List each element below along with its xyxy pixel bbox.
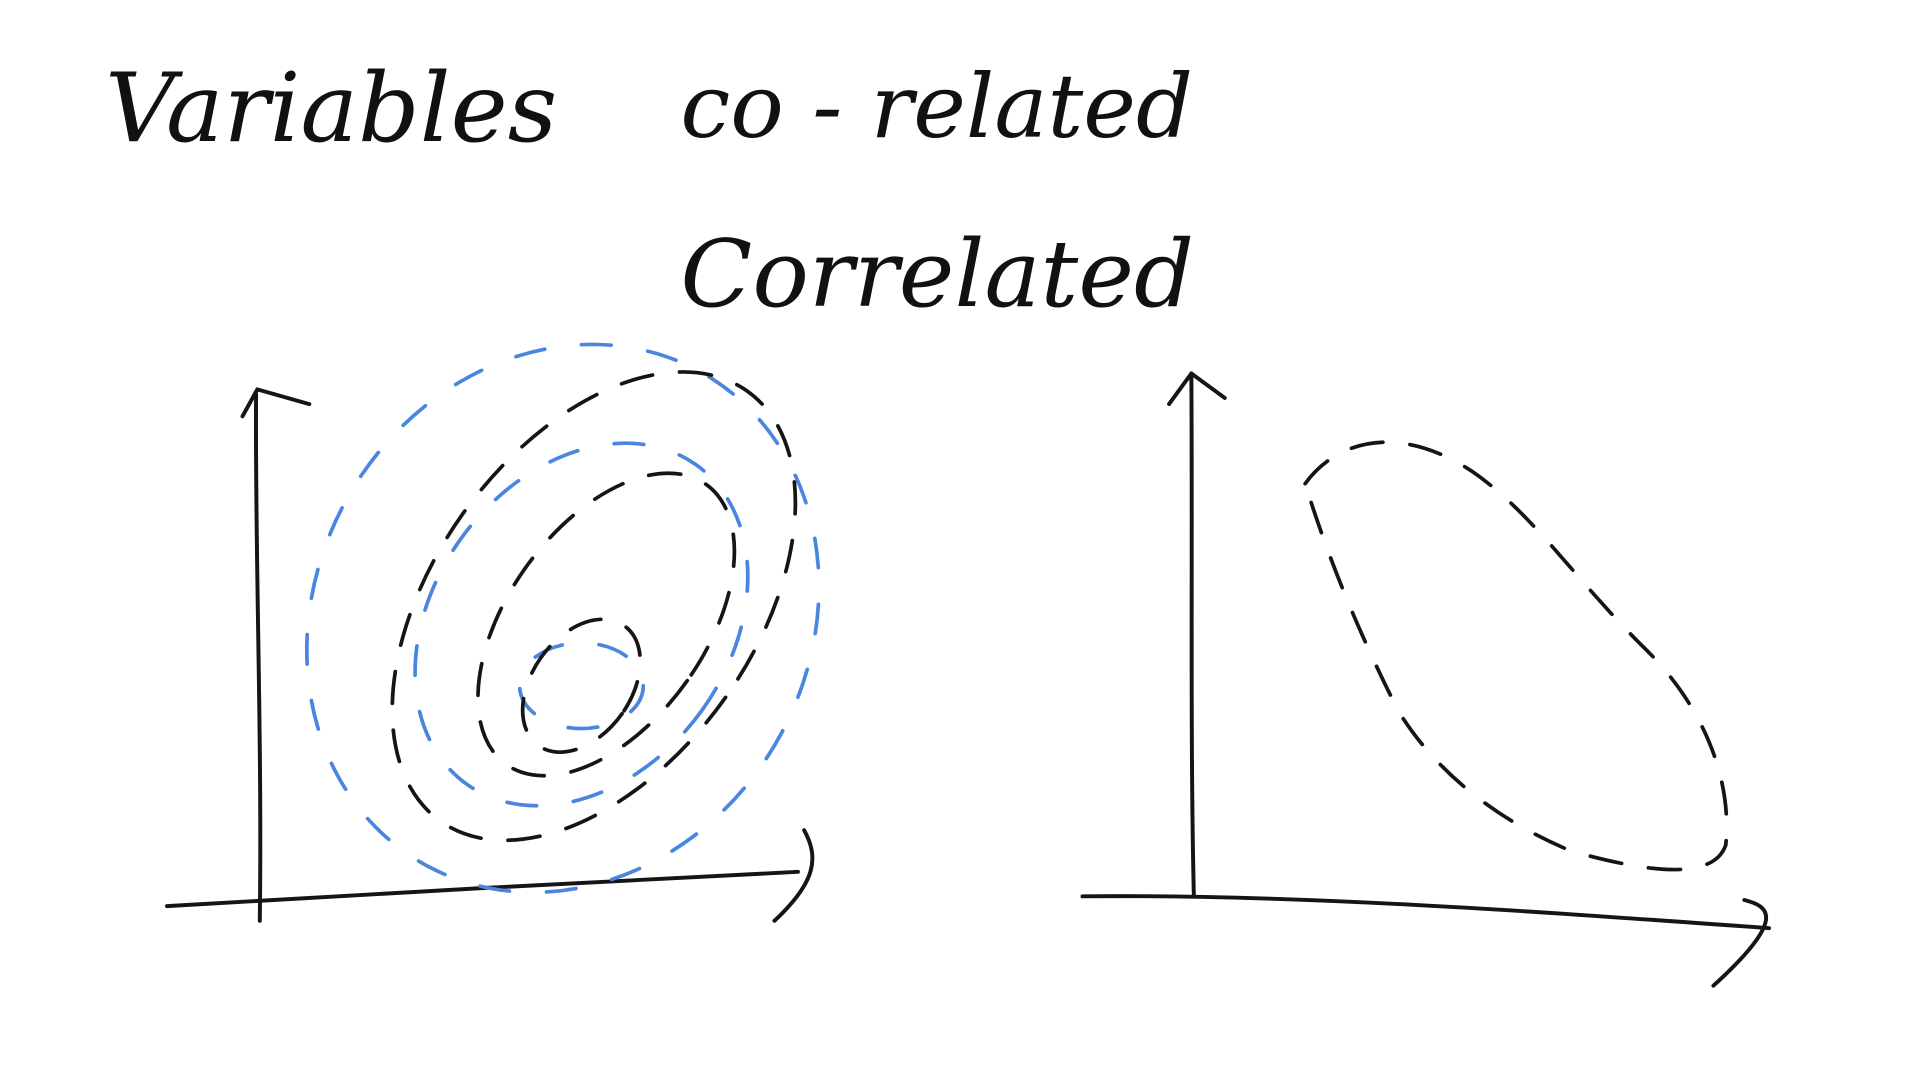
x-axis-arrow [1711, 898, 1769, 988]
blue-center-contour [517, 641, 646, 731]
blue-inner-contour [413, 441, 750, 808]
word-correlated: Correlated [680, 221, 1194, 329]
blue-outer-contour [304, 342, 821, 895]
left-plot [165, 342, 821, 923]
x-axis [1080, 894, 1772, 931]
word-co-related: co - related [680, 56, 1193, 158]
black-inner-contour [520, 617, 643, 754]
x-axis-arrow [772, 828, 815, 923]
black-outer-contour [390, 370, 798, 843]
word-variables: Variables [105, 52, 557, 163]
black-middle-contour [476, 471, 737, 778]
negative-correlation-contour [1303, 440, 1729, 872]
right-plot [1080, 371, 1772, 988]
y-axis [253, 392, 263, 923]
y-axis-arrow [240, 387, 312, 419]
y-axis [1189, 371, 1196, 896]
y-axis-arrow [1167, 371, 1227, 407]
